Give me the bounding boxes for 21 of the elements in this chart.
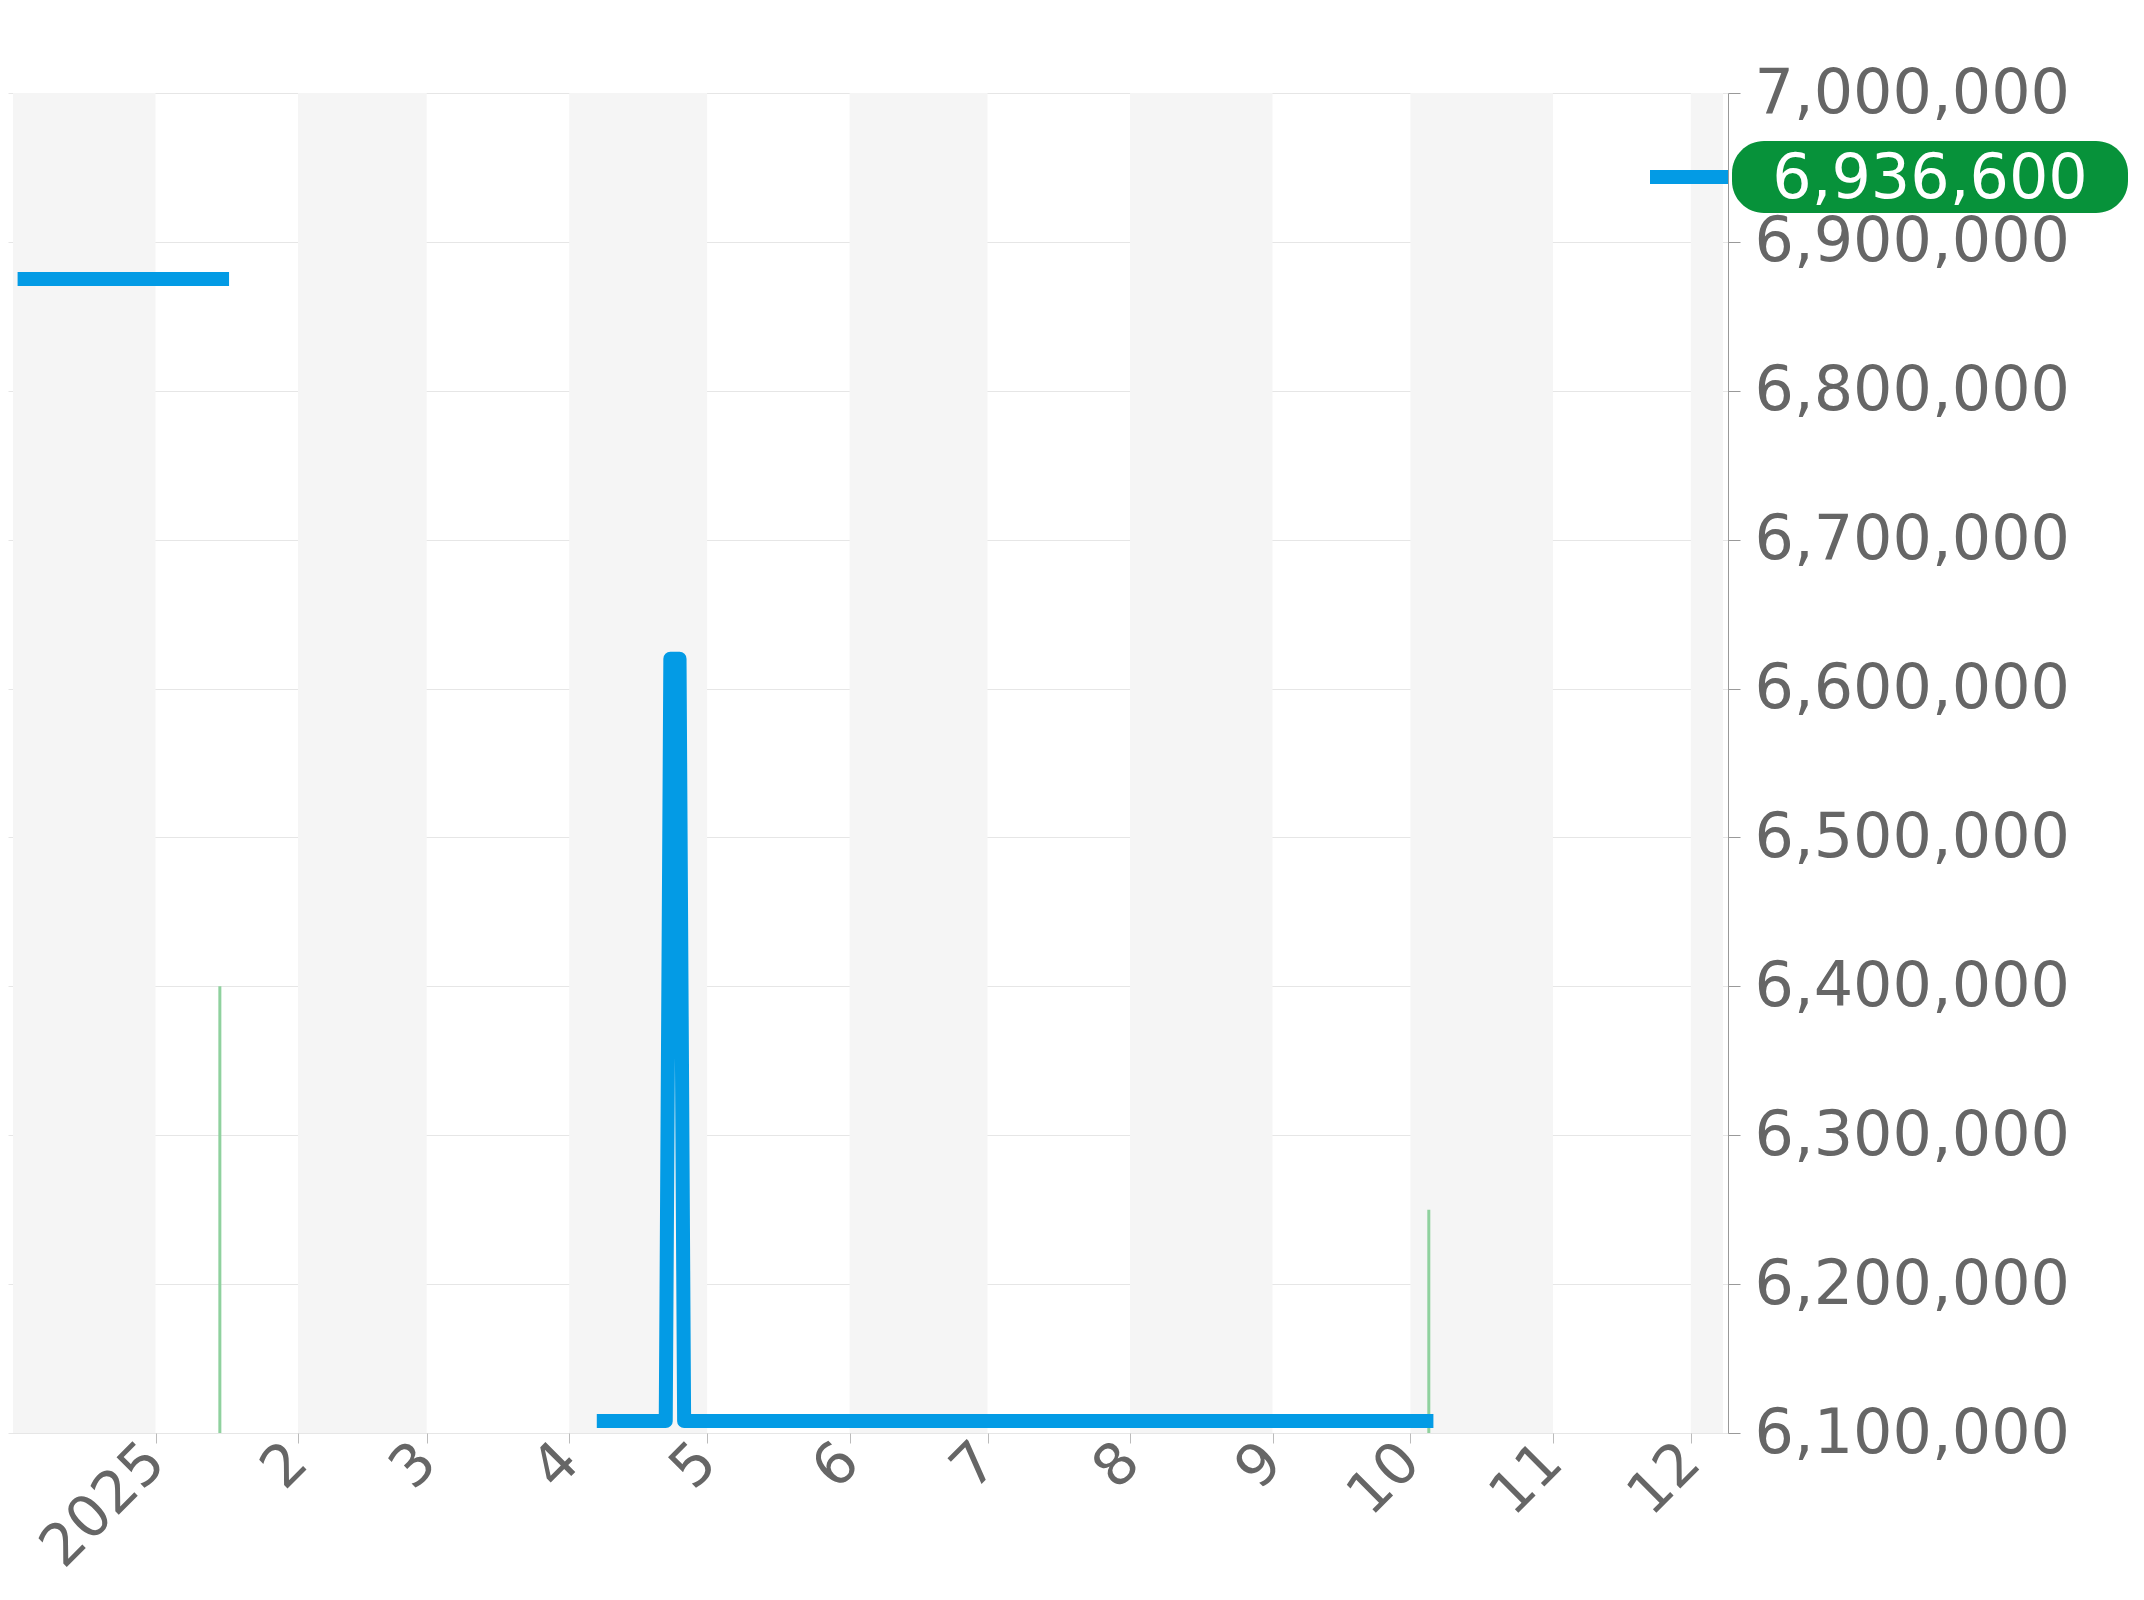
x-tick-label: 8 — [1078, 1427, 1153, 1502]
text: 6,936,600 — [1772, 140, 2088, 213]
y-tick-label: 6,300,000 — [1754, 1096, 2071, 1170]
x-tick-label: 5 — [655, 1427, 730, 1502]
x-tick-label: 6 — [797, 1427, 873, 1502]
y-tick-label: 6,200,000 — [1754, 1245, 2071, 1319]
x-tick-label: 2 — [246, 1427, 321, 1502]
x-tick-label: 4 — [517, 1427, 592, 1502]
x-tick-label: 9 — [1220, 1427, 1295, 1502]
x-tick-label: 10 — [1332, 1427, 1433, 1528]
x-tick-label: 7 — [935, 1427, 1010, 1502]
y-tick-label: 6,700,000 — [1754, 501, 2071, 575]
y-tick-label: 6,400,000 — [1754, 947, 2071, 1021]
x-tick-label: 12 — [1612, 1427, 1714, 1528]
y-tick-label: 6,800,000 — [1754, 352, 2071, 426]
y-tick-label: 6,600,000 — [1754, 650, 2071, 724]
x-tick-label: 11 — [1475, 1427, 1576, 1528]
y-tick-label: 6,100,000 — [1754, 1394, 2071, 1468]
y-tick-label: 6,500,000 — [1754, 798, 2071, 872]
x-tick-label: 3 — [374, 1427, 450, 1502]
y-tick-label: 7,000,000 — [1754, 54, 2071, 128]
